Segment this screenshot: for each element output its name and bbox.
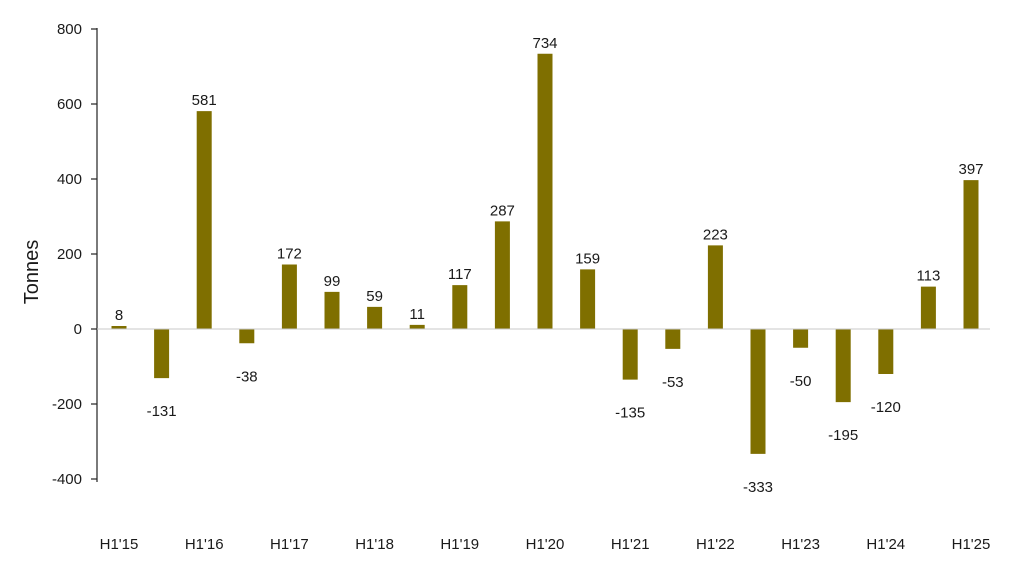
x-tick-label: H1'22 — [696, 536, 735, 553]
x-tick-label: H1'17 — [270, 536, 309, 553]
bar — [281, 264, 297, 329]
x-axis: H1'15 H1'16 H1'17 H1'18 H1'19 H1'20 H1'21 H1'22… — [97, 328, 991, 553]
data-label: -53 — [662, 374, 684, 391]
bar — [793, 329, 809, 348]
data-label: 223 — [703, 226, 728, 243]
bar — [835, 329, 851, 403]
x-tick-label: H1'23 — [781, 536, 820, 553]
y-tick-label: 400 — [57, 171, 82, 188]
x-tick-label: H1'24 — [866, 536, 905, 553]
x-tick-label: H1'16 — [185, 536, 224, 553]
bar — [622, 329, 638, 380]
data-label: -38 — [236, 368, 258, 385]
data-label: -131 — [147, 403, 177, 420]
bar — [324, 291, 340, 329]
y-tick-label: 0 — [74, 321, 82, 338]
y-axis-title: Tonnes — [21, 240, 43, 305]
y-tick-label: -200 — [52, 396, 82, 413]
bar — [494, 221, 510, 329]
data-label: -50 — [790, 373, 812, 390]
y-tick-label: -400 — [52, 471, 82, 488]
bar — [367, 306, 383, 329]
bar — [920, 286, 936, 329]
data-label: 172 — [277, 246, 302, 263]
bar — [409, 324, 425, 329]
bar — [878, 329, 894, 374]
data-label: 117 — [448, 266, 472, 283]
data-labels: 8 -131 581 -38 172 99 59 11 117 287 734 159 -135 -53 2… — [115, 35, 984, 496]
data-label: 8 — [115, 307, 123, 324]
bar — [707, 245, 723, 329]
data-label: 287 — [490, 202, 515, 219]
data-label: -120 — [871, 399, 901, 416]
bar — [963, 180, 979, 329]
data-label: 397 — [958, 161, 983, 178]
bars — [111, 53, 979, 454]
x-tick-label: H1'21 — [611, 536, 650, 553]
bar — [196, 111, 212, 329]
data-label: 159 — [575, 250, 600, 267]
x-tick-label: H1'25 — [952, 536, 991, 553]
data-label: 11 — [409, 306, 425, 323]
data-label: -333 — [743, 479, 773, 496]
data-label: -135 — [615, 405, 645, 422]
y-axis: -400 -200 0 200 400 600 800 — [52, 21, 98, 488]
data-label: 113 — [916, 268, 940, 285]
bar — [239, 329, 255, 344]
bar — [452, 285, 468, 329]
y-tick-label: 600 — [57, 96, 82, 113]
data-label: 59 — [366, 288, 383, 305]
bar — [154, 329, 170, 379]
bar — [537, 53, 553, 329]
data-label: 581 — [192, 92, 217, 109]
x-tick-label: H1'18 — [355, 536, 394, 553]
y-tick-label: 200 — [57, 246, 82, 263]
x-tick-label: H1'20 — [526, 536, 565, 553]
data-label: 734 — [532, 35, 557, 52]
bar — [111, 326, 127, 329]
bar — [665, 329, 681, 349]
data-label: 99 — [324, 273, 341, 290]
y-tick-label: 800 — [57, 21, 82, 38]
bar — [580, 269, 596, 329]
x-tick-label: H1'15 — [100, 536, 139, 553]
bar — [750, 329, 766, 454]
data-label: -195 — [828, 427, 858, 444]
x-tick-label: H1'19 — [440, 536, 479, 553]
